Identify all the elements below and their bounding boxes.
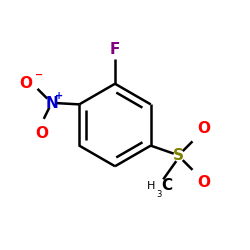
Text: −: − bbox=[35, 70, 43, 80]
Text: F: F bbox=[110, 42, 120, 58]
Text: +: + bbox=[55, 91, 63, 101]
Text: 3: 3 bbox=[156, 190, 162, 199]
Text: O: O bbox=[198, 175, 211, 190]
Text: C: C bbox=[161, 178, 172, 193]
Text: H: H bbox=[147, 180, 156, 191]
Text: O: O bbox=[198, 121, 211, 136]
Text: O: O bbox=[19, 76, 32, 90]
Text: N: N bbox=[46, 96, 58, 110]
Text: O: O bbox=[35, 126, 48, 140]
Text: S: S bbox=[173, 148, 184, 163]
